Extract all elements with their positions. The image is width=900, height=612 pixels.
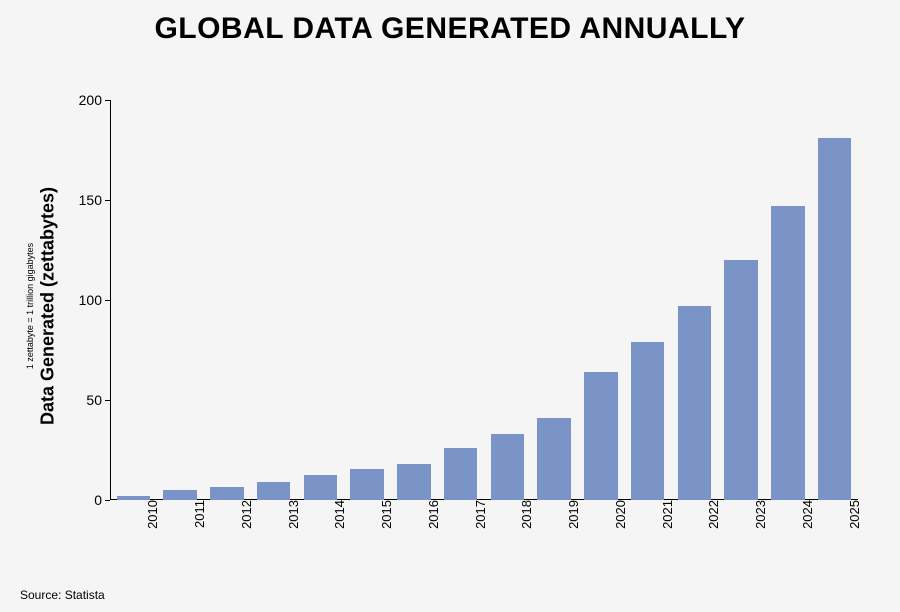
x-tick-label: 2021	[654, 500, 675, 529]
bar	[257, 482, 291, 500]
x-tick-label: 2019	[560, 500, 581, 529]
bar	[444, 448, 478, 500]
x-tick-label: 2016	[420, 500, 441, 529]
x-tick-label: 2012	[233, 500, 254, 529]
bar	[210, 487, 244, 500]
bar	[163, 490, 197, 500]
x-tick-label: 2013	[280, 500, 301, 529]
bar	[397, 464, 431, 500]
bar	[631, 342, 665, 500]
bar	[491, 434, 525, 500]
y-tick-label: 50	[52, 392, 110, 408]
x-tick-label: 2025	[841, 500, 862, 529]
x-tick-label: 2017	[467, 500, 488, 529]
bar	[304, 475, 338, 500]
chart-page: GLOBAL DATA GENERATED ANNUALLY Data Gene…	[0, 0, 900, 612]
y-axis-line	[110, 100, 111, 500]
x-tick-label: 2024	[794, 500, 815, 529]
source-label: Source: Statista	[20, 588, 105, 602]
x-tick-label: 2010	[139, 500, 160, 529]
x-tick-label: 2023	[747, 500, 768, 529]
y-tick-label: 0	[52, 492, 110, 508]
y-tick-mark	[105, 100, 110, 101]
x-tick-label: 2022	[700, 500, 721, 529]
y-tick-mark	[105, 500, 110, 501]
bar	[584, 372, 618, 500]
y-tick-label: 150	[52, 192, 110, 208]
x-tick-label: 2011	[186, 500, 207, 528]
x-tick-label: 2015	[373, 500, 394, 529]
bar	[771, 206, 805, 500]
y-axis-subtitle: 1 zettabyte = 1 trillion gigabytes	[25, 243, 35, 369]
y-tick-mark	[105, 400, 110, 401]
y-tick-mark	[105, 300, 110, 301]
y-tick-label: 100	[52, 292, 110, 308]
chart-title: GLOBAL DATA GENERATED ANNUALLY	[0, 12, 900, 46]
bar	[350, 469, 384, 500]
x-tick-label: 2020	[607, 500, 628, 529]
bar	[678, 306, 712, 500]
x-tick-label: 2014	[326, 500, 347, 529]
bar	[537, 418, 571, 500]
y-tick-label: 200	[52, 92, 110, 108]
bar	[724, 260, 758, 500]
x-tick-label: 2018	[513, 500, 534, 529]
bar	[818, 138, 852, 500]
y-tick-mark	[105, 200, 110, 201]
plot-area: 0501001502002010201120122013201420152016…	[110, 100, 858, 500]
